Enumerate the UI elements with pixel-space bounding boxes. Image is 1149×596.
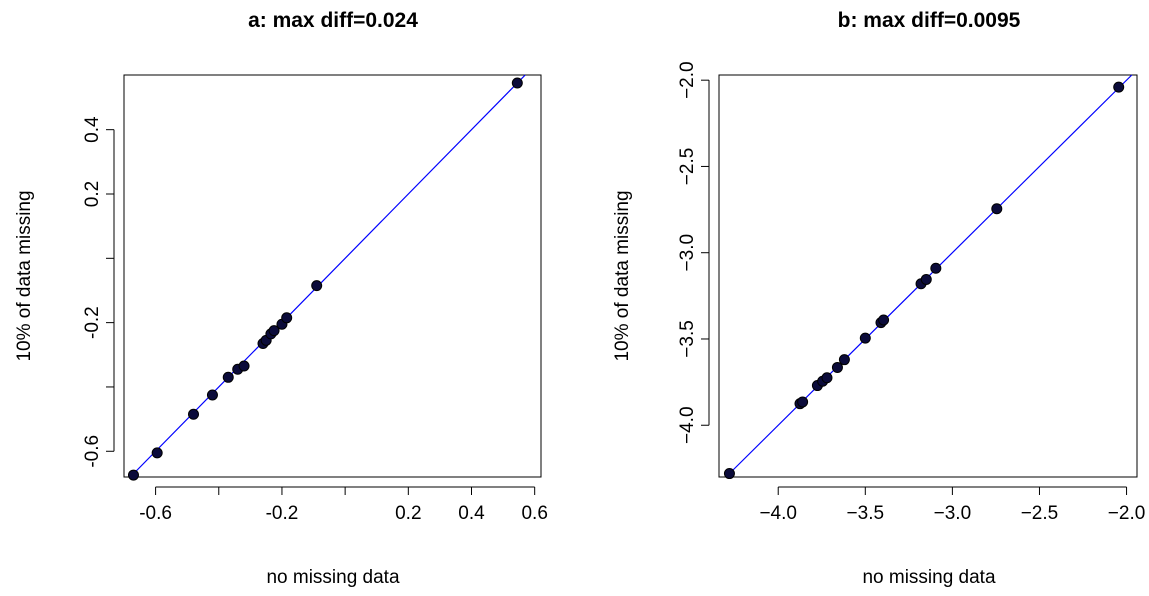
panel-a-x-tick-label: 0.2 xyxy=(395,503,421,524)
panel-b-y-label: 10% of data missing xyxy=(612,190,633,361)
panel-b-data-point xyxy=(831,361,843,373)
panel-b-y-axis: −4.0 −3.5 −3.0 −2.5 −2.0 xyxy=(677,61,710,444)
panel-a-data-point xyxy=(511,77,523,89)
panel-a-y-label: 10% of data missing xyxy=(14,190,35,361)
panel-a-y-tick-label: 0.2 xyxy=(82,181,103,207)
panel-b-title: b: max diff=0.0095 xyxy=(838,9,1021,32)
panel-a-data-point xyxy=(311,280,323,292)
panel-b-data-point xyxy=(930,262,942,274)
panel-b-x-axis: −4.0 −3.5 −3.0 −2.5 −2.0 xyxy=(759,486,1146,524)
panel-a-title: a: max diff=0.024 xyxy=(248,9,418,32)
panel-b-plot-frame xyxy=(718,74,1138,478)
panel-a-data-point xyxy=(268,325,280,337)
panel-a-data-point xyxy=(238,360,250,372)
panel-b-data-point xyxy=(821,372,833,384)
panel-b-y-tick-label: −2.0 xyxy=(677,61,698,99)
panel-a-x-label: no missing data xyxy=(266,567,400,588)
panel-b-x-tick-label: −4.0 xyxy=(759,503,797,524)
panel-b-data-point xyxy=(991,203,1003,215)
panel-a-y-tick-label: -0.2 xyxy=(82,306,103,339)
panel-a-data-point xyxy=(188,408,199,420)
panel-a-x-tick-label: 0.4 xyxy=(458,503,485,524)
panel-a-data-point xyxy=(222,371,234,383)
panel-b: b: max diff=0.0095 −4.0 −3.5 −3.0 −2.5 −2.0 … xyxy=(612,9,1145,588)
panel-b-data-point xyxy=(838,354,850,366)
panel-b-data-point xyxy=(1113,81,1125,93)
panel-a-data-point xyxy=(151,447,163,459)
panel-a-points xyxy=(127,77,523,481)
panel-b-data-point xyxy=(723,468,735,480)
panel-a-x-tick-label: 0.6 xyxy=(521,503,547,524)
panel-a-x-axis: -0.6 -0.2 0.2 0.4 0.6 xyxy=(139,486,548,524)
panel-a-y-tick-label: -0.6 xyxy=(82,435,103,468)
panel-b-data-point xyxy=(859,332,871,344)
panel-b-x-tick-label: −2.5 xyxy=(1021,503,1059,524)
panel-a-plot-frame xyxy=(123,74,542,478)
panel-a-data-point xyxy=(206,389,218,401)
panel-b-y-tick-label: −2.5 xyxy=(677,148,698,186)
panel-a-y-tick-label: 0.4 xyxy=(82,116,103,143)
panel-b-data-point xyxy=(878,314,890,326)
panel-b-points xyxy=(723,81,1125,480)
panel-b-x-tick-label: −3.5 xyxy=(847,503,885,524)
panel-b-y-tick-label: −3.5 xyxy=(677,320,698,358)
panel-b-y-tick-label: −4.0 xyxy=(677,406,698,444)
panel-a-x-tick-label: -0.2 xyxy=(266,503,299,524)
panel-a-x-tick-label: -0.6 xyxy=(139,503,172,524)
panel-b-data-point xyxy=(797,396,809,408)
panel-b-x-tick-label: −3.0 xyxy=(934,503,972,524)
panel-b-data-point xyxy=(920,273,932,285)
panel-b-y-tick-label: −3.0 xyxy=(677,234,698,272)
panel-a: a: max diff=0.024 -0.6 -0.2 0.2 0.4 0.6 -0.6… xyxy=(14,9,548,588)
panel-b-x-tick-label: −2.0 xyxy=(1108,503,1146,524)
panel-a-data-point xyxy=(127,469,139,481)
panel-a-y-axis: -0.6 -0.2 0.2 0.4 xyxy=(82,116,115,468)
panel-b-x-label: no missing data xyxy=(862,567,996,588)
panel-a-data-point xyxy=(281,312,293,324)
